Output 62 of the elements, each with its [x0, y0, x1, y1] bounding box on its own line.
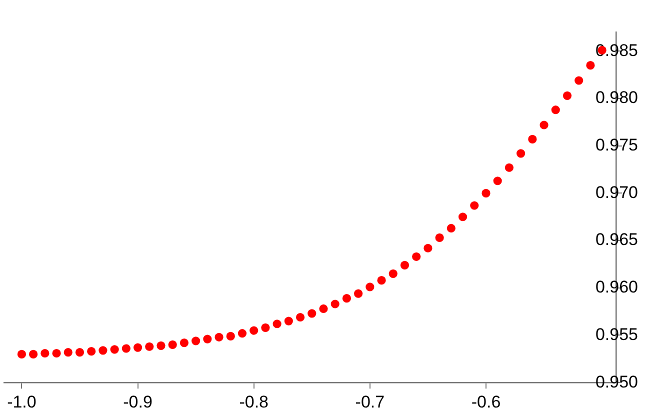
- point: [214, 332, 224, 342]
- point: [424, 244, 432, 252]
- point: [482, 188, 490, 198]
- point: [388, 269, 398, 278]
- point: [296, 312, 305, 322]
- point: [435, 233, 444, 242]
- point: [574, 76, 584, 85]
- point: [504, 163, 514, 172]
- point: [516, 149, 526, 158]
- x-tick-label: -0.8: [239, 392, 269, 412]
- x-tick-label: -0.9: [123, 392, 152, 412]
- point: [192, 336, 200, 346]
- point: [412, 252, 421, 261]
- point: [470, 201, 479, 210]
- point: [586, 61, 595, 70]
- y-tick-label: 0.955: [595, 324, 638, 344]
- point: [354, 289, 363, 298]
- x-tick-label: -1.0: [7, 392, 36, 412]
- point: [168, 340, 177, 350]
- point: [238, 329, 247, 338]
- point: [308, 309, 316, 318]
- point: [250, 326, 258, 335]
- point: [540, 120, 548, 130]
- point: [319, 304, 328, 314]
- point: [64, 348, 72, 357]
- point: [342, 294, 352, 303]
- point: [366, 282, 374, 292]
- point: [400, 260, 410, 270]
- point: [156, 341, 166, 350]
- point: [272, 320, 282, 328]
- point: [133, 343, 142, 352]
- y-tick-label: 0.965: [595, 230, 638, 250]
- point: [180, 338, 189, 348]
- y-tick-label: 0.960: [595, 278, 638, 297]
- point: [40, 348, 50, 358]
- point: [261, 323, 270, 332]
- y-tick-label: 0.975: [595, 136, 638, 155]
- point: [145, 342, 154, 351]
- point: [528, 134, 537, 144]
- y-tick-label: 0.970: [595, 182, 638, 202]
- y-tick-label: 0.980: [595, 88, 638, 108]
- point: [203, 334, 212, 344]
- point: [87, 347, 96, 356]
- point: [226, 332, 235, 340]
- y-tick-label: 0.950: [595, 372, 638, 392]
- point: [458, 212, 468, 222]
- point: [562, 91, 572, 100]
- point: [446, 224, 456, 233]
- x-tick-label: -0.6: [471, 392, 501, 412]
- point: [98, 346, 108, 355]
- point: [493, 176, 502, 186]
- point: [551, 106, 560, 114]
- x-tick-label: -0.7: [355, 392, 385, 412]
- point: [284, 316, 293, 326]
- point: [122, 344, 130, 353]
- point: [330, 300, 340, 308]
- point: [75, 348, 84, 357]
- point: [17, 350, 26, 358]
- point: [110, 345, 119, 354]
- point: [377, 276, 386, 285]
- point: [29, 350, 38, 358]
- point: [52, 348, 61, 358]
